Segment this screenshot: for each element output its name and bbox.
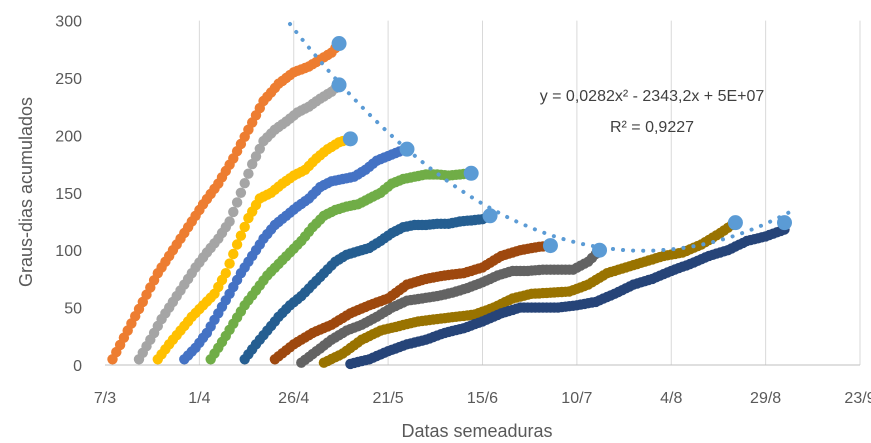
data-point [235, 187, 247, 198]
trendline [288, 22, 794, 253]
series-6 [239, 210, 496, 365]
x-tick-label: 23/9 [844, 390, 871, 407]
endpoint-point [777, 215, 792, 231]
x-tick-label: 29/8 [750, 390, 781, 407]
data-point [220, 268, 231, 279]
endpoint-point [331, 36, 347, 52]
x-tick-label: 4/8 [660, 390, 682, 407]
data-point [228, 206, 239, 218]
data-point [231, 197, 243, 208]
series-8 [296, 245, 605, 368]
x-tick-label: 15/6 [467, 390, 498, 407]
series-9 [318, 217, 741, 368]
x-tick-label: 10/7 [561, 390, 592, 407]
x-tick-label: 1/4 [188, 390, 210, 407]
trendline-r2: R² = 0,9227 [610, 119, 694, 136]
data-point [239, 178, 250, 189]
endpoint-point [542, 238, 558, 254]
data-point [243, 168, 254, 179]
endpoint-markers [331, 36, 792, 258]
data-point [224, 216, 235, 227]
endpoint-point [399, 141, 415, 157]
data-point [254, 143, 265, 154]
data-point [235, 230, 247, 241]
endpoint-point [342, 131, 358, 147]
y-tick-label: 100 [55, 243, 82, 260]
y-tick-label: 0 [73, 358, 82, 375]
data-point [231, 239, 243, 250]
y-tick-label: 150 [55, 186, 82, 203]
endpoint-point [463, 165, 479, 181]
endpoint-point [331, 77, 347, 93]
y-axis-ticks: 0 50 100 150 200 250 300 [55, 14, 82, 375]
series-10 [345, 224, 790, 370]
y-tick-label: 300 [55, 14, 82, 31]
endpoint-point [482, 208, 498, 224]
data-point [224, 258, 235, 269]
series-layer [107, 38, 790, 370]
trendline-equation: y = 0,0282x² - 2343,2x + 5E+07 [540, 88, 765, 105]
endpoint-point [592, 242, 608, 258]
series-3 [152, 133, 356, 365]
y-tick-label: 50 [64, 301, 82, 318]
data-point [239, 221, 250, 233]
y-tick-label: 200 [55, 128, 82, 145]
endpoint-point [727, 215, 743, 231]
x-tick-label: 21/5 [373, 390, 404, 407]
series-1 [107, 38, 345, 365]
y-tick-label: 250 [55, 71, 82, 88]
series-5 [205, 168, 477, 365]
data-point [247, 158, 258, 170]
x-axis-title: Datas semeaduras [401, 421, 552, 441]
y-axis-title: Graus-dias acumulados [16, 97, 36, 287]
x-tick-label: 26/4 [278, 390, 309, 407]
x-tick-label: 7/3 [94, 390, 116, 407]
x-axis-ticks: 7/3 1/4 26/4 21/5 15/6 10/7 4/8 29/8 23/9 [94, 390, 871, 407]
data-point [228, 248, 239, 260]
